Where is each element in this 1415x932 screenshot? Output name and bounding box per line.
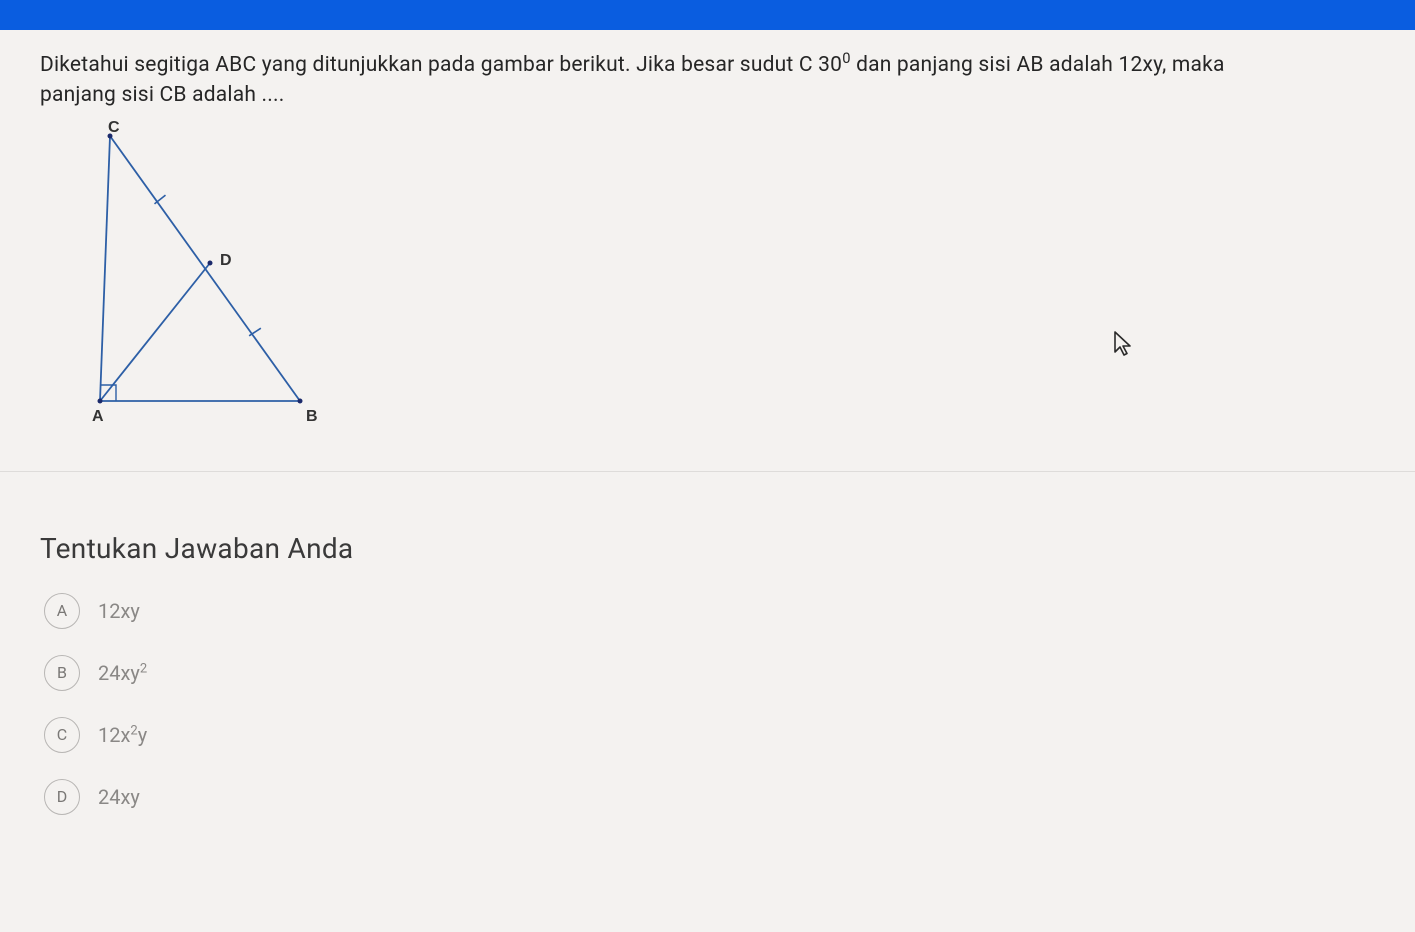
option-c-label: 12x2y [98,723,147,747]
triangle-figure: C A B D [80,121,360,431]
triangle-svg: C A B D [80,121,340,431]
question-line2: panjang sisi CB adalah .... [40,83,284,107]
option-c[interactable]: C 12x2y [44,717,1385,753]
option-a-letter: A [44,593,80,629]
svg-text:C: C [108,121,120,136]
section-divider [0,471,1415,472]
option-d-label: 24xy [98,785,140,809]
option-b[interactable]: B 24xy2 [44,655,1385,691]
svg-text:B: B [306,408,318,425]
option-a[interactable]: A 12xy [44,593,1385,629]
window-titlebar [0,0,1415,30]
option-b-label: 24xy2 [98,661,147,685]
svg-text:D: D [220,252,232,269]
question-line1a: Diketahui segitiga ABC yang ditunjukkan … [40,53,842,77]
option-b-letter: B [44,655,80,691]
option-d[interactable]: D 24xy [44,779,1385,815]
question-sup: 0 [842,49,850,67]
cursor-icon [1113,330,1135,358]
option-a-label: 12xy [98,599,140,623]
option-c-letter: C [44,717,80,753]
option-d-letter: D [44,779,80,815]
question-page: Diketahui segitiga ABC yang ditunjukkan … [0,30,1415,932]
answers-heading: Tentukan Jawaban Anda [40,532,1385,565]
question-text: Diketahui segitiga ABC yang ditunjukkan … [40,48,1385,111]
question-line1b: dan panjang sisi AB adalah 12xy, maka [851,53,1225,77]
options-list: A 12xy B 24xy2 C 12x2y D 24xy [44,593,1385,815]
svg-text:A: A [92,408,104,425]
